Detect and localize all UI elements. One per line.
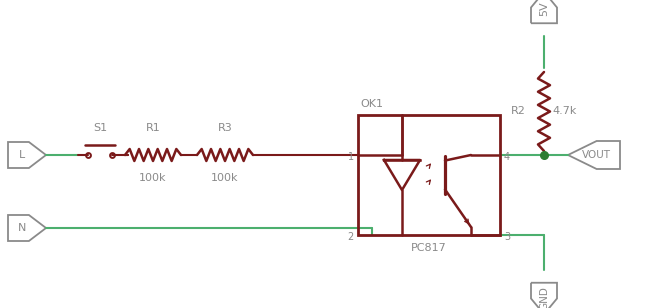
- Text: R3: R3: [218, 123, 233, 133]
- Text: R2: R2: [511, 107, 526, 116]
- Text: 3: 3: [504, 232, 510, 242]
- Text: N: N: [18, 223, 27, 233]
- Text: OK1: OK1: [360, 99, 383, 109]
- Text: VOUT: VOUT: [582, 150, 611, 160]
- Text: R1: R1: [146, 123, 161, 133]
- Text: L: L: [20, 150, 25, 160]
- Text: 100k: 100k: [211, 173, 239, 183]
- Text: 5V: 5V: [539, 1, 549, 15]
- Text: 4.7k: 4.7k: [552, 107, 577, 116]
- Text: GND: GND: [539, 286, 549, 308]
- Text: 1: 1: [348, 152, 354, 162]
- Bar: [358, 115, 500, 235]
- Text: S1: S1: [93, 123, 107, 133]
- Text: 2: 2: [348, 232, 354, 242]
- Text: PC817: PC817: [411, 243, 447, 253]
- Text: 100k: 100k: [139, 173, 167, 183]
- Text: 4: 4: [504, 152, 510, 162]
